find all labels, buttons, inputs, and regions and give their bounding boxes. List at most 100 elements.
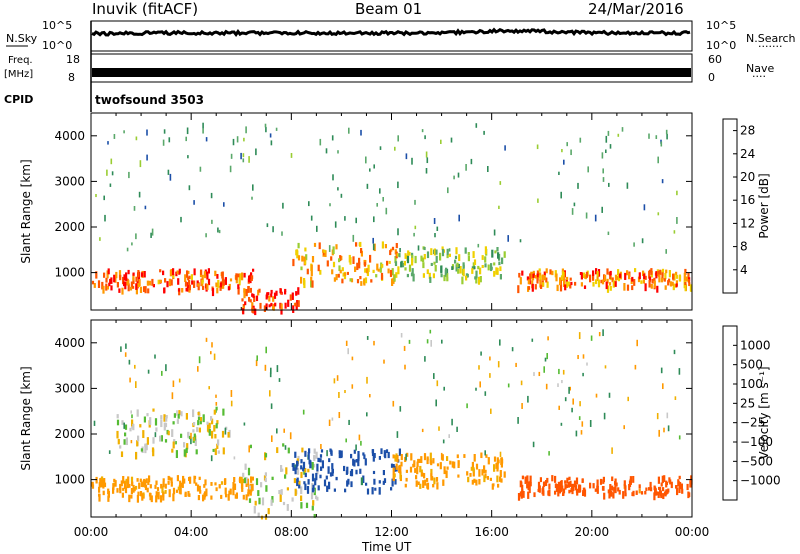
echo-cell: [536, 277, 539, 284]
echo-cell: [217, 439, 220, 446]
echo-cell: [355, 444, 357, 451]
echo-cell: [113, 134, 116, 139]
echo-cell: [582, 490, 585, 496]
echo-cell: [446, 277, 449, 282]
echo-cell: [660, 141, 663, 147]
echo-cell: [148, 475, 151, 483]
echo-cell: [480, 351, 482, 356]
echo-cell: [145, 443, 148, 451]
echo-cell: [135, 287, 138, 295]
echo-cell: [364, 458, 367, 466]
echo-cell: [187, 431, 190, 439]
echo-cell: [137, 491, 140, 496]
echo-cell: [355, 242, 358, 247]
echo-cell: [295, 291, 298, 296]
echo-cell: [350, 453, 353, 459]
echo-cell: [325, 475, 328, 480]
echo-cell: [149, 492, 152, 501]
echo-cell: [527, 491, 530, 499]
echo-cell: [426, 339, 429, 344]
echo-cell: [196, 427, 199, 432]
echo-cell: [519, 491, 522, 497]
echo-cell: [546, 477, 549, 483]
echo-cell: [378, 480, 381, 484]
echo-cell: [446, 466, 449, 470]
echo-cell: [180, 216, 182, 223]
echo-cell: [268, 295, 271, 302]
echo-cell: [596, 479, 599, 487]
echo-cell: [272, 306, 275, 310]
echo-cell: [499, 266, 502, 272]
echo-cell: [504, 145, 506, 151]
echo-cell: [116, 430, 119, 439]
echo-cell: [454, 255, 458, 260]
echo-cell: [609, 270, 612, 276]
echo-cell: [220, 494, 223, 499]
echo-cell: [557, 481, 560, 489]
echo-cell: [394, 455, 397, 462]
echo-cell: [193, 475, 196, 484]
echo-cell: [307, 479, 310, 485]
echo-cell: [409, 466, 413, 473]
echo-cell: [127, 269, 130, 275]
echo-cell: [656, 269, 659, 277]
echo-cell: [250, 476, 253, 483]
echo-cell: [638, 484, 641, 489]
echo-cell: [150, 232, 152, 238]
echo-cell: [435, 399, 437, 407]
echo-cell: [222, 278, 225, 286]
echo-cell: [211, 418, 214, 425]
echo-cell: [406, 255, 410, 264]
echo-cell: [112, 483, 115, 491]
echo-cell: [302, 409, 305, 415]
echo-cell: [610, 490, 613, 497]
echo-cell: [168, 476, 171, 481]
echo-cell: [527, 395, 529, 403]
echo-cell: [379, 146, 382, 150]
echo-cell: [221, 271, 224, 279]
echo-cell: [155, 427, 158, 432]
echo-cell: [256, 355, 258, 361]
echo-cell: [373, 243, 376, 252]
echo-cell: [91, 484, 95, 489]
echo-cell: [136, 494, 139, 503]
echo-cell: [503, 251, 506, 258]
echo-cell: [547, 490, 550, 496]
echo-cell: [218, 229, 221, 234]
echo-cell: [181, 288, 184, 293]
echo-cell: [296, 460, 299, 467]
echo-cell: [333, 277, 336, 282]
echo-cell: [396, 455, 399, 463]
echo-cell: [642, 270, 645, 277]
echo-cell: [252, 184, 254, 191]
echo-cell: [160, 415, 163, 420]
echo-cell: [120, 451, 124, 458]
echo-cell: [274, 302, 277, 307]
echo-cell: [248, 275, 251, 283]
echo-cell: [590, 335, 593, 341]
echo-cell: [414, 255, 417, 264]
echo-cell: [193, 268, 196, 276]
echo-cell: [426, 251, 430, 259]
echo-cell: [457, 263, 460, 269]
echo-cell: [604, 274, 607, 281]
power-colorbar-label: Power [dB]: [757, 173, 771, 238]
echo-cell: [422, 273, 425, 278]
echo-cell: [95, 476, 98, 484]
echo-cell: [180, 482, 183, 487]
echo-cell: [170, 279, 173, 286]
echo-cell: [317, 457, 320, 463]
echo-cell: [346, 466, 349, 474]
echo-cell: [663, 427, 665, 433]
echo-cell: [297, 242, 300, 249]
echo-cell: [454, 259, 457, 264]
echo-cell: [527, 286, 531, 290]
echo-cell: [472, 467, 475, 473]
echo-cell: [300, 495, 303, 502]
echo-cell: [612, 492, 615, 499]
echo-cell: [295, 304, 298, 310]
echo-cell: [574, 281, 577, 286]
echo-cell: [120, 346, 122, 352]
echo-cell: [686, 483, 689, 491]
echo-cell: [195, 482, 198, 486]
